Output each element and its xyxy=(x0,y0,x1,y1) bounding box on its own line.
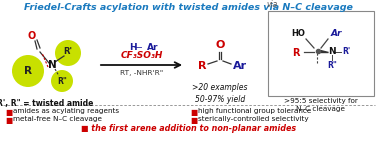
Text: R': R' xyxy=(64,48,73,56)
Text: HO: HO xyxy=(291,29,305,39)
Text: metal-free N–C cleavage: metal-free N–C cleavage xyxy=(13,116,102,122)
Text: —: — xyxy=(133,43,142,53)
Text: H: H xyxy=(129,43,136,53)
Text: Ar: Ar xyxy=(233,61,247,71)
Text: R': R' xyxy=(342,48,350,56)
Text: N: N xyxy=(48,60,56,70)
Text: ■: ■ xyxy=(190,108,197,117)
Text: O: O xyxy=(215,40,225,50)
Text: O: O xyxy=(28,31,36,41)
Text: R', R" = twisted amide: R', R" = twisted amide xyxy=(0,99,93,108)
Text: ■: ■ xyxy=(5,116,12,125)
Text: CF₃SO₃H: CF₃SO₃H xyxy=(120,51,163,61)
Text: ■: ■ xyxy=(5,108,12,117)
Text: amides as acylating reagents: amides as acylating reagents xyxy=(13,108,119,114)
Polygon shape xyxy=(320,50,328,52)
Text: >95:5 selectivity for
N–C cleavage: >95:5 selectivity for N–C cleavage xyxy=(284,98,358,112)
Text: Ar: Ar xyxy=(330,29,342,39)
Text: sterically-controlled selectivity: sterically-controlled selectivity xyxy=(198,116,308,122)
Text: high functional group tolerance: high functional group tolerance xyxy=(198,108,311,114)
Text: R: R xyxy=(292,48,300,58)
Bar xyxy=(268,11,374,96)
Text: R: R xyxy=(198,61,206,71)
Text: R: R xyxy=(24,66,32,76)
Text: via: via xyxy=(266,0,277,9)
Circle shape xyxy=(12,55,44,87)
Circle shape xyxy=(51,70,73,92)
Text: ■ the first arene addition to non-planar amides: ■ the first arene addition to non-planar… xyxy=(81,124,297,133)
Text: >20 examples
50-97% yield: >20 examples 50-97% yield xyxy=(192,83,248,104)
Text: Ar: Ar xyxy=(147,43,158,53)
Circle shape xyxy=(55,40,81,66)
Text: RT, -NHR'R": RT, -NHR'R" xyxy=(120,70,163,76)
Text: R": R" xyxy=(57,77,67,85)
Text: Friedel-Crafts acylation with twisted amides via N–C cleavage: Friedel-Crafts acylation with twisted am… xyxy=(25,3,353,12)
Text: N: N xyxy=(328,48,336,56)
Text: ■: ■ xyxy=(190,116,197,125)
Text: R": R" xyxy=(327,61,337,69)
